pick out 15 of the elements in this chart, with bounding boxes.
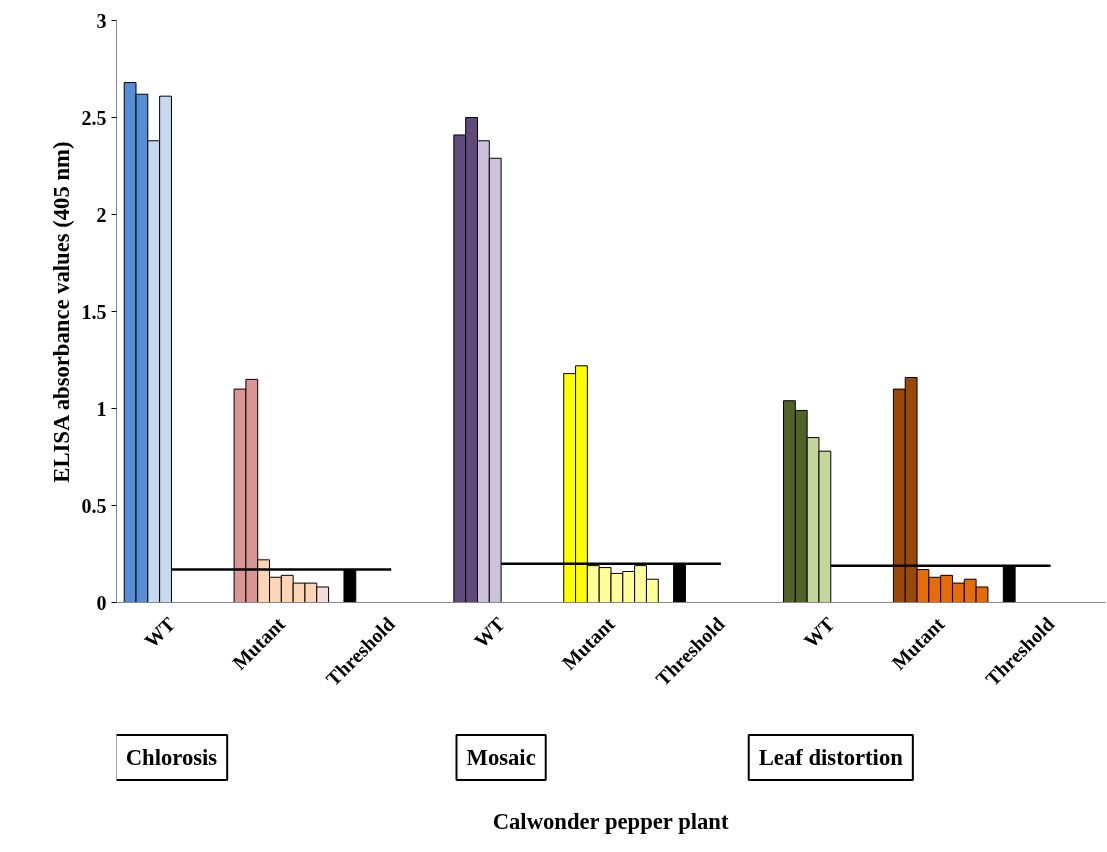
text: Calwonder pepper plant: [492, 808, 729, 834]
x-tick-label: WT: [799, 612, 840, 652]
text: Chlorosis: [125, 745, 218, 770]
y-axis-title: ELISA absorbance values (405 nm): [48, 141, 74, 483]
y-tick-label: 3: [96, 9, 107, 32]
text: Leaf distortion: [758, 745, 904, 770]
y-tick-label: 0.5: [81, 494, 107, 517]
y-tick-label: 1.5: [81, 300, 107, 323]
y-tick-label: 0: [96, 591, 107, 614]
y-tick-label: 2: [96, 203, 107, 226]
y-tick-label: 1: [96, 397, 107, 420]
text: Mosaic: [466, 745, 536, 770]
y-tick-label: 2.5: [81, 106, 107, 129]
x-tick-label: WT: [140, 612, 180, 652]
x-tick-label: WT: [469, 612, 510, 652]
